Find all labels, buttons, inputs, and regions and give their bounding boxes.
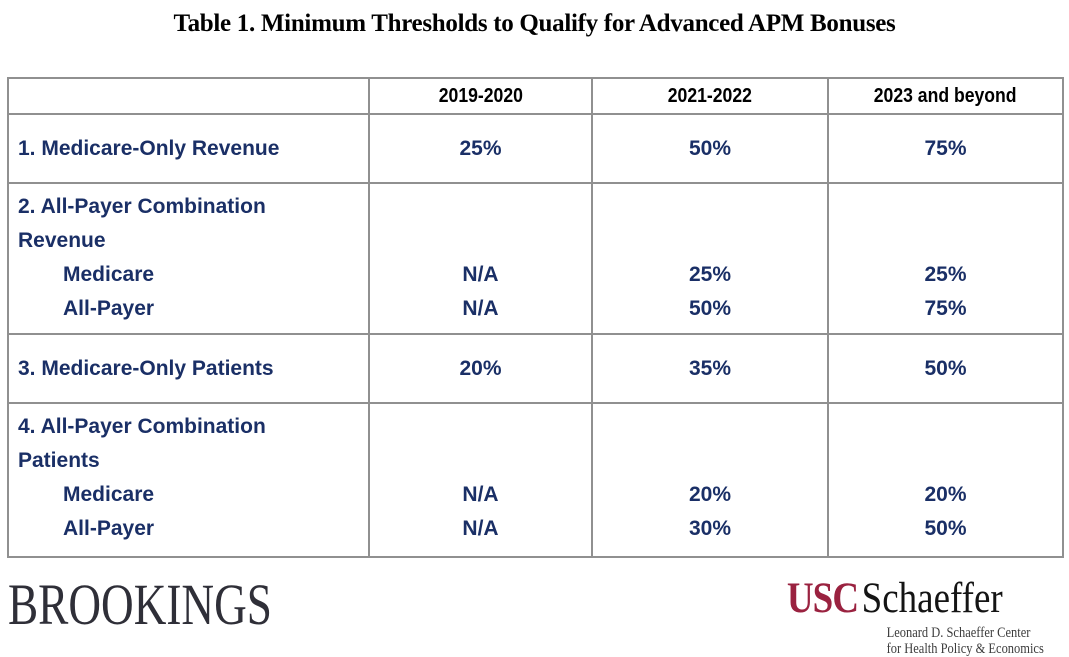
page-title: Table 1. Minimum Thresholds to Qualify f… xyxy=(173,10,896,37)
schaeffer-wordmark: Schaeffer xyxy=(861,575,1003,622)
spacer xyxy=(830,190,1061,258)
sub-row-value: 20% xyxy=(688,483,732,506)
table-row-medicare-only-patients: 3. Medicare-Only Patients 20% 35% 50% xyxy=(7,333,1064,404)
sub-row-value: 20% xyxy=(924,483,967,506)
table-row-medicare-only-revenue: 1. Medicare-Only Revenue 25% 50% 75% xyxy=(7,113,1064,184)
sub-row-value: N/A xyxy=(462,483,499,506)
usc-schaeffer-logo: USCSchaeffer Leonard D. Schaeffer Center… xyxy=(787,577,1044,657)
sub-row-value: 75% xyxy=(924,297,967,320)
thresholds-table: 2019-2020 2021-2022 2023 and beyond 1. M… xyxy=(7,77,1064,558)
spacer xyxy=(371,190,590,258)
usc-schaeffer-wordmark: USCSchaeffer xyxy=(787,577,1044,620)
sub-row-value: 50% xyxy=(924,517,967,540)
sub-row-value: 50% xyxy=(688,297,732,320)
sub-row-value: 25% xyxy=(688,263,732,286)
row-label-cell: 4. All-Payer Combination Patients Medica… xyxy=(7,402,370,558)
group-title-line: 2. All-Payer Combination xyxy=(18,195,266,218)
value-cell: N/A N/A xyxy=(368,402,593,558)
value-cell: 20% 30% xyxy=(591,402,829,558)
tagline-line: Leonard D. Schaeffer Center xyxy=(886,625,1031,641)
sub-row-label: All-Payer xyxy=(63,297,155,320)
value-cell: 35% xyxy=(591,333,829,404)
table-header-row: 2019-2020 2021-2022 2023 and beyond xyxy=(7,77,1064,115)
group-title-line: 4. All-Payer Combination xyxy=(18,415,266,438)
group-title-line: Patients xyxy=(18,449,100,472)
column-header-label: 2023 and beyond xyxy=(874,84,1017,107)
column-header-empty xyxy=(7,77,370,115)
value-cell: 25% xyxy=(368,113,593,184)
sub-row-label: Medicare xyxy=(63,263,155,286)
value-cell: N/A N/A xyxy=(368,182,593,335)
value-cell: 50% xyxy=(591,113,829,184)
sub-row-label: All-Payer xyxy=(63,517,155,540)
spacer xyxy=(371,410,590,478)
value-cell: 20% xyxy=(368,333,593,404)
spacer xyxy=(594,190,826,258)
row-label-cell: 1. Medicare-Only Revenue xyxy=(7,113,370,184)
sub-row-label: Medicare xyxy=(63,483,155,506)
value-cell: 25% 75% xyxy=(827,182,1064,335)
row-label-cell: 2. All-Payer Combination Revenue Medicar… xyxy=(7,182,370,335)
schaeffer-center-tagline: Leonard D. Schaeffer Center for Health P… xyxy=(887,625,1044,657)
sub-row-value: 30% xyxy=(688,517,732,540)
usc-wordmark: USC xyxy=(787,575,859,622)
spacer xyxy=(594,410,826,478)
sub-row-value: N/A xyxy=(462,263,499,286)
value-cell: 25% 50% xyxy=(591,182,829,335)
value-cell: 75% xyxy=(827,113,1064,184)
column-header-2019-2020: 2019-2020 xyxy=(368,77,593,115)
column-header-label: 2021-2022 xyxy=(667,84,753,107)
table-row-all-payer-combination-patients: 4. All-Payer Combination Patients Medica… xyxy=(7,402,1064,558)
group-title-line: Revenue xyxy=(18,229,106,252)
sub-row-value: N/A xyxy=(462,297,499,320)
brookings-logo: BROOKINGS xyxy=(8,572,272,637)
value-cell: 50% xyxy=(827,333,1064,404)
row-label-cell: 3. Medicare-Only Patients xyxy=(7,333,370,404)
value-cell: 20% 50% xyxy=(827,402,1064,558)
sub-row-value: 25% xyxy=(924,263,967,286)
table-row-all-payer-combination-revenue: 2. All-Payer Combination Revenue Medicar… xyxy=(7,182,1064,335)
column-header-2023-beyond: 2023 and beyond xyxy=(827,77,1064,115)
spacer xyxy=(830,410,1061,478)
column-header-2021-2022: 2021-2022 xyxy=(591,77,829,115)
sub-row-value: N/A xyxy=(462,517,499,540)
column-header-label: 2019-2020 xyxy=(438,84,523,107)
tagline-line: for Health Policy & Economics xyxy=(886,641,1044,657)
